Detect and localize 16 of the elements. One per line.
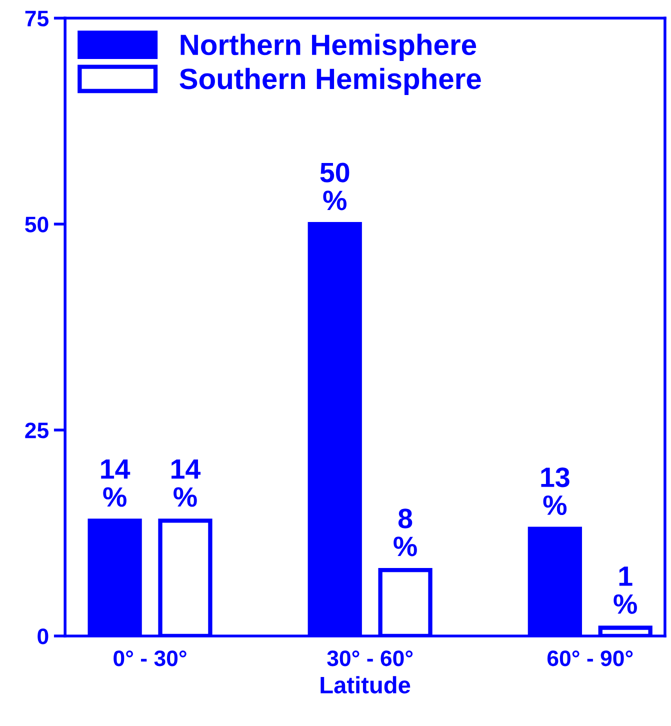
data-label: 50 % [320, 162, 350, 210]
y-tick-label: 25 [25, 422, 48, 438]
y-tick-label: 0 [38, 628, 48, 644]
data-label: 1 % [614, 566, 637, 614]
y-tick-label: 50 [25, 216, 48, 232]
legend-label: Northern Hemisphere [180, 34, 476, 61]
y-tick-label: 75 [25, 10, 48, 26]
data-label: 14 % [172, 460, 201, 507]
data-label: 14 % [101, 460, 130, 507]
x-tick-label: 30° - 60° [327, 650, 413, 666]
x-tick-label: 0° - 30° [114, 650, 186, 666]
x-axis-title: Latitude [320, 676, 410, 694]
legend-label: Southern Hemisphere [180, 68, 481, 96]
x-tick-label: 60° - 90° [547, 650, 633, 666]
data-label: 8 % [394, 508, 417, 556]
data-label: 13 % [541, 467, 570, 516]
